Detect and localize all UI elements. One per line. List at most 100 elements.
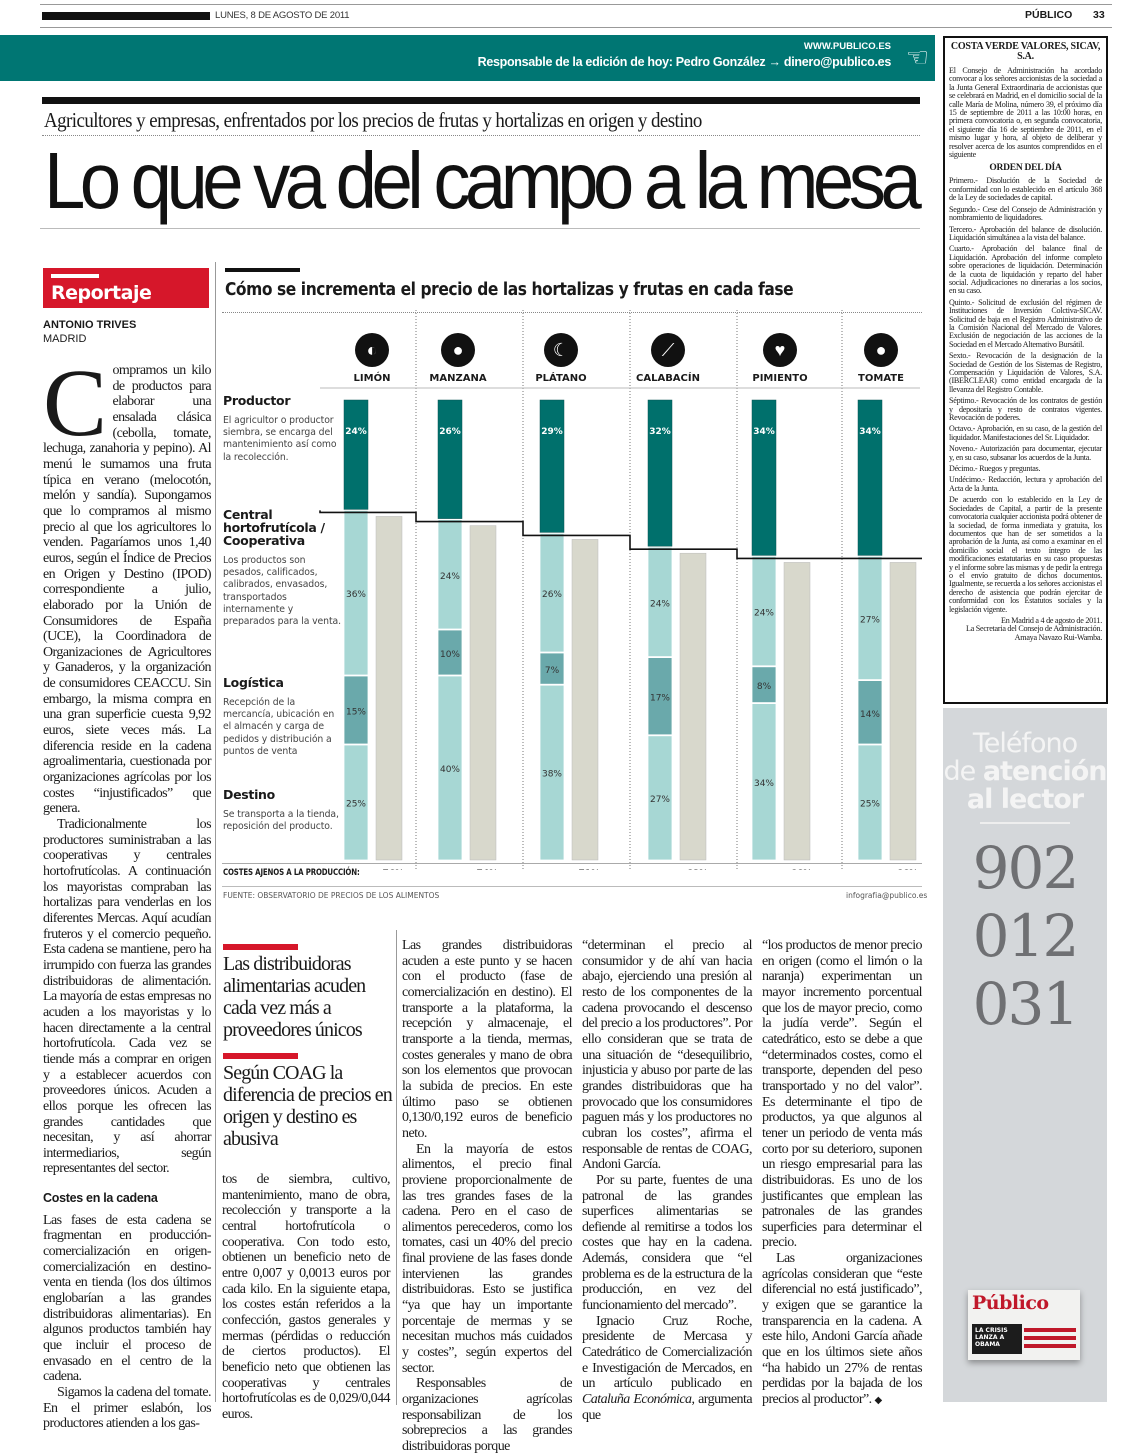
agenda-item: Undécimo.- Redacción, lectura y aprobaci… [949,475,1102,493]
issue-date: LUNES, 8 DE AGOSTO DE 2011 [215,10,350,21]
segment-label: 15% [346,708,366,718]
bar-segment-destino [647,735,673,861]
top-rule [40,4,1112,5]
product-name: CALABACÍN [636,373,700,384]
pullquote: Según COAG la diferencia de precios en o… [223,1062,393,1150]
segment-label: 34% [753,427,775,437]
product-name: PIMIENTO [752,373,808,384]
stage-logistica: Logística Recepción de la mercancía, ubi… [223,676,341,758]
segment-label: 38% [542,770,562,780]
graphic-credit[interactable]: infografia@publico.es [846,891,928,900]
editor-credit: Responsable de la edición de hoy: Pedro … [477,55,892,69]
rule [222,863,922,864]
segment-label: 26% [542,590,562,600]
paragraph: “los productos de menor precio en origen… [762,938,923,1251]
reader-phone-ad: Teléfono de atención al lector 902 012 0… [943,708,1107,1402]
costes-label: COSTES AJENOS A LA PRODUCCIÓN: [223,868,360,878]
segment-label: 24% [440,572,460,582]
section-band: WWW.PUBLICO.ES Responsable de la edición… [0,35,935,81]
product-header: ♥ PIMIENTO [735,333,825,384]
bar-segment-central [647,546,673,657]
bar-segment-central [343,509,369,676]
segment-label: 40% [440,765,460,775]
chart-title-bar [225,268,300,272]
bar-segment-producer [751,399,777,556]
chart-title: Cómo se incrementa el precio de las hort… [225,279,794,300]
bar-segment-logistica [539,652,565,685]
paragraph: Ignacio Cruz Roche, presidente de Mercas… [582,1313,753,1424]
masthead-bar [42,12,210,20]
text-run: Ignacio Cruz Roche, presidente de Mercas… [582,1313,753,1392]
paragraph: “determinan el precio al consumidor y de… [582,938,753,1173]
bar-segment-logistica [647,657,673,736]
costes-value: 68% [686,869,708,870]
body-column-5: “los productos de menor precio en origen… [762,938,923,1409]
pepper-icon: ♥ [763,333,797,367]
segment-label: 27% [860,616,880,626]
paragraph: Tradicionalmente los productores suminis… [43,817,212,1177]
costes-ajenos-bar [571,539,599,861]
product-header: ● TOMATE [836,333,926,384]
ad-line: de atención [943,758,1107,786]
kicker: Agricultores y empresas, enfrentados por… [44,108,702,132]
stage-central: Central hortofrutícola / Cooperativa Los… [223,508,341,628]
ad-line: al lector [943,786,1107,814]
newspaper-stripes [1024,1328,1076,1332]
bar-segment-central [437,519,463,630]
bar-segment-central [857,555,883,680]
publication-title: Cataluña Económica [582,1392,692,1408]
website-link[interactable]: WWW.PUBLICO.ES [803,41,891,52]
bar-segment-destino [751,703,777,861]
pullquote-bar [223,944,298,950]
bar-segment-destino [437,675,463,861]
segment-label: 25% [860,800,880,810]
legal-intro: El Consejo de Administración ha acordado… [949,66,1102,160]
tomato-icon: ● [864,333,898,367]
segment-label: 7% [545,666,560,676]
paragraph: Sigamos la cadena del tomate. En el prim… [43,1385,212,1432]
product-name: TOMATE [858,373,904,384]
segment-label: 24% [650,599,670,609]
segment-label: 25% [346,800,366,810]
body-column-2: tos de siembra, cultivo, mantenimiento, … [222,1172,391,1423]
costes-value: 66% [790,869,812,870]
apple-icon: ● [441,333,475,367]
ad-text: atención [982,756,1107,787]
agenda-item: Noveno.- Autorización para documentar, e… [949,444,1102,462]
product-name: LIMÓN [353,373,391,384]
bar-segment-producer [437,399,463,519]
end-mark-icon: ◆ [874,1395,883,1407]
drop-cap: C [43,349,107,456]
pullquote: Las distribuidoras alimentarias acuden c… [223,953,366,1041]
ad-text: al lector [966,784,1084,815]
paragraph: Responsables de organizaciones agrícolas… [402,1376,573,1454]
bar-segment-producer [539,399,565,533]
segment-label: 14% [860,710,880,720]
segment-label: 10% [440,650,460,660]
stage-desc: Se transporta a la tienda, reposición de… [223,809,339,833]
stage-productor: Productor El agricultor o productor siem… [223,394,341,464]
costes-ajenos-bar [889,562,917,861]
costes-ajenos-bar [679,552,707,861]
signoff-line: Amaya Navazo Rui-Wamba. [1014,632,1103,642]
costes-value: 74% [476,869,498,870]
bar-segment-logistica [857,680,883,745]
column-divider [396,930,397,1405]
tag-accent [51,274,99,278]
segment-label: 8% [757,682,772,692]
dotted-rule [222,312,922,313]
segment-label: 29% [541,427,563,437]
ad-rule [980,822,1070,824]
source-note: FUENTE: OBSERVATORIO DE PRECIOS DE LOS A… [223,891,440,900]
bar-segment-central [751,555,777,667]
newspaper-image: Público LA CRISIS LANZA A OBAMA [968,1290,1080,1360]
product-header: ● MANZANA [413,333,503,384]
pointing-hand-icon: ☜ [905,43,929,72]
agenda-item: Tercero.- Aprobación del balance de diso… [949,224,1102,242]
segment-label: 27% [650,795,670,805]
agenda-item: Octavo.- Aprobación, en su caso, de la g… [949,424,1102,442]
page-number: 33 [1093,9,1105,21]
lemon-icon: ◐ [355,333,389,367]
signoff-line: En Madrid a 4 de agosto de 2011. [1001,615,1102,625]
product-name: MANZANA [429,373,487,384]
